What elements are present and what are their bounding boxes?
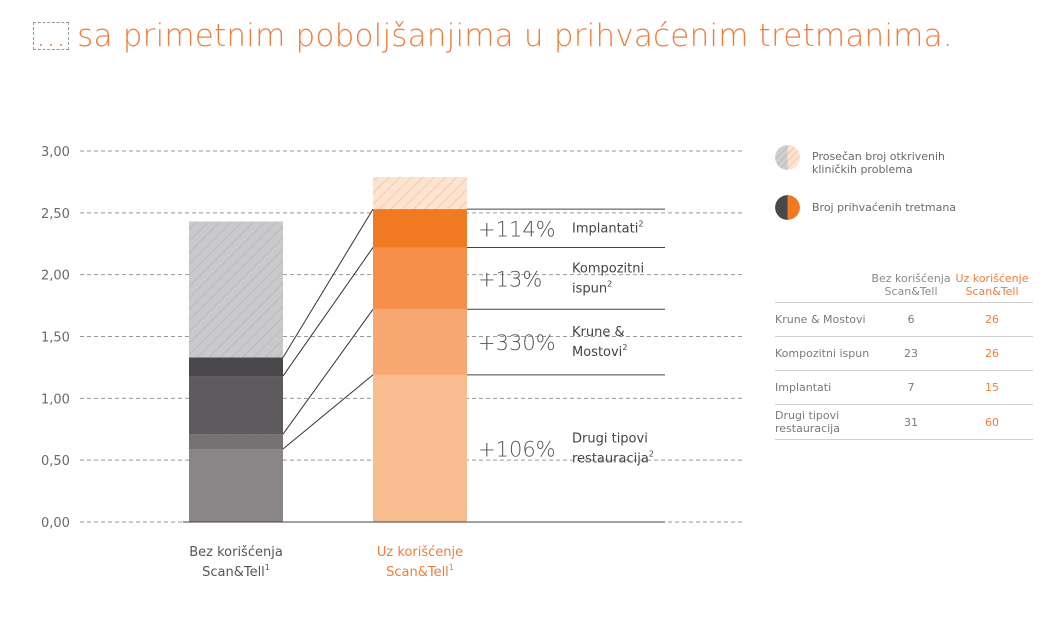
table-cell-with: 60 [951,404,1033,440]
y-tick-label: 2,50 [41,207,70,222]
footnote-marker: 2 [622,343,627,352]
footnote-marker: 2 [649,449,654,458]
change-percent: +114% [478,217,556,241]
half-circle-solid-icon [775,195,800,220]
category-label-line1: Uz korišćenje [377,545,463,560]
segment-category-label: Mostovi2 [572,343,627,360]
table-cell-label: Krune & Mostovi [775,302,871,337]
y-tick-label: 0,00 [41,516,70,531]
y-tick-label: 3,00 [41,145,70,160]
table-cell-with: 26 [951,302,1033,337]
table-header-empty [775,272,871,303]
connector-line [282,247,374,377]
table-cell-without: 23 [871,336,951,371]
table-row: Kompozitni ispun 23 26 [775,336,1033,371]
y-tick-label: 0,50 [41,454,70,469]
bar-segment-3 [189,357,283,377]
segment-category-label: Drugi tipovi [572,431,648,446]
connector-line [282,374,374,450]
table-cell-with: 15 [951,370,1033,405]
table-header-without: Bez korišćenja Scan&Tell [871,272,951,298]
table-row: Implantati 7 15 [775,370,1033,405]
table-header-with: Uz korišćenje Scan&Tell [955,272,1029,298]
title-text: sa primetnim poboljšanjima u prihvaćenim… [77,18,953,54]
bar-segment-0 [373,374,467,522]
title-ellipsis: ... [33,21,70,52]
y-tick-label: 1,00 [41,392,70,407]
bar-segment-1 [373,309,467,375]
page-title: ... sa primetnim poboljšanjima u prihvaće… [33,18,953,54]
stacked-bar-chart: 0,00 0,50 1,00 1,50 2,00 2,50 3,00 Bez korišće… [41,145,743,580]
category-label-line2: Scan&Tell1 [386,563,454,580]
footnote-marker: 1 [265,563,270,572]
connector-line [282,309,374,435]
change-percent: +330% [478,331,556,355]
legend-label-found: Prosečan broj otkrivenih kliničkih probl… [812,150,946,176]
table-cell-label: Implantati [775,370,871,405]
footnote-marker: 1 [449,563,454,572]
y-tick-label: 2,00 [41,269,70,284]
connector-line [282,208,374,358]
bar-segment-0 [189,449,283,522]
half-circle-hatched-icon [775,145,800,170]
table-header-row: Bez korišćenja Scan&Tell Uz korišćenje S… [775,272,1033,303]
table-row: Drugi tipovi restauracija 31 60 [775,404,1033,440]
table-cell-label: Kompozitni ispun [775,336,871,371]
footnote-marker: 2 [638,219,643,228]
change-percent: +106% [478,437,556,461]
segment-category-label: restauracija2 [572,449,654,466]
legend-item-found: Prosečan broj otkrivenih kliničkih probl… [775,145,982,176]
footnote-marker: 2 [607,279,612,288]
segment-category-label: Krune & [572,325,625,340]
y-tick-label: 1,50 [41,331,70,346]
bar-segment-1 [189,434,283,450]
table-cell-without: 6 [871,302,951,337]
segment-category-label: ispun2 [572,279,612,296]
legend-label-accepted: Broj prihvaćenih tretmana [812,201,957,214]
table-cell-with: 26 [951,336,1033,371]
change-percent: +13% [478,267,542,291]
table-cell-without: 7 [871,370,951,405]
table-row: Krune & Mostovi 6 26 [775,302,1033,337]
bar-segment-3 [373,209,467,248]
table-cell-label: Drugi tipovi restauracija [775,404,871,440]
bar-segment-2 [189,376,283,435]
legend-item-accepted: Broj prihvaćenih tretmana [775,195,982,220]
category-label-line2: Scan&Tell1 [202,563,270,580]
category-label-line1: Bez korišćenja [189,545,283,560]
segment-category-label: Kompozitni [572,261,644,276]
segment-category-label: Implantati2 [572,219,643,236]
bar-segment-2 [373,247,467,310]
table-cell-without: 31 [871,404,951,440]
comparison-table: Bez korišćenja Scan&Tell Uz korišćenje S… [775,272,1033,440]
